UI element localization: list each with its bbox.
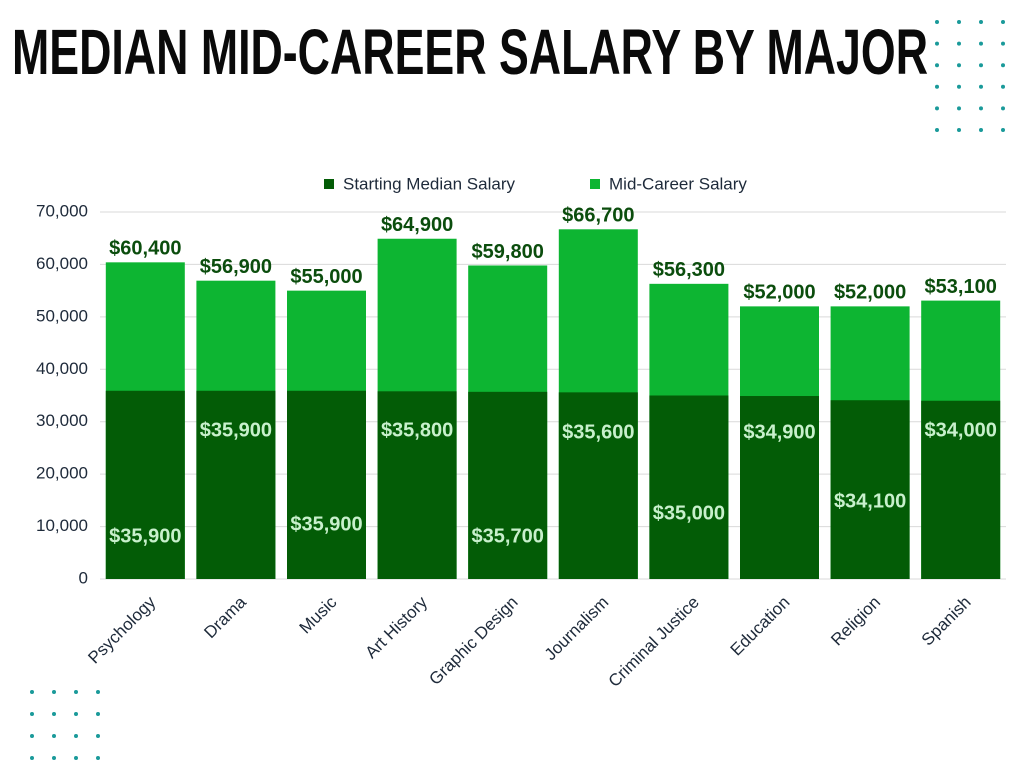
bar [649, 395, 729, 579]
bar [921, 400, 1001, 579]
value-label: $56,900 [200, 256, 272, 278]
value-label: $35,900 [200, 419, 272, 441]
value-label: $52,000 [743, 282, 815, 304]
value-label: $35,800 [381, 419, 453, 441]
legend-swatch [324, 179, 334, 189]
value-label: $35,000 [653, 502, 725, 524]
dot [1001, 128, 1005, 132]
dot [52, 712, 56, 716]
value-label: $60,400 [109, 238, 181, 260]
bar [740, 396, 819, 579]
x-tick-label: Drama [200, 592, 250, 642]
dot [1001, 63, 1005, 68]
value-label: $53,100 [925, 276, 997, 298]
value-label: $59,800 [472, 241, 544, 263]
dot [935, 106, 939, 111]
bar [105, 390, 185, 579]
dot [957, 84, 961, 89]
dot [1001, 20, 1005, 24]
dot [30, 690, 34, 694]
dot [96, 712, 100, 716]
dot [957, 41, 961, 46]
y-tick-label: 10,000 [36, 516, 88, 535]
value-label: $55,000 [290, 266, 362, 288]
legend-label: Starting Median Salary [343, 174, 515, 193]
dot [957, 20, 961, 24]
value-label: $35,700 [472, 525, 544, 547]
dot [30, 734, 34, 738]
value-label: $34,000 [925, 419, 997, 441]
dot [935, 84, 939, 89]
y-tick-label: 70,000 [36, 201, 88, 220]
dot [52, 734, 56, 738]
x-tick-label: Education [727, 593, 794, 660]
dot [74, 690, 78, 694]
dot [979, 106, 983, 111]
y-tick-label: 40,000 [36, 359, 88, 378]
legend-label: Mid-Career Salary [609, 174, 747, 193]
bar [830, 400, 910, 579]
value-label: $34,100 [834, 490, 906, 512]
x-tick-label: Psychology [84, 592, 159, 667]
value-label: $35,900 [109, 525, 181, 547]
dot [52, 690, 56, 694]
dot [74, 712, 78, 716]
x-tick-label: Spanish [918, 593, 975, 650]
dot [957, 63, 961, 68]
dot [935, 20, 939, 24]
dot [957, 128, 961, 132]
x-tick-label: Religion [827, 593, 884, 650]
dot [74, 734, 78, 738]
x-tick-label: Graphic Design [425, 593, 521, 689]
y-tick-label: 0 [79, 568, 88, 587]
dot [96, 756, 100, 760]
dot [1001, 106, 1005, 111]
dot [1001, 41, 1005, 46]
decoration-dots [935, 20, 1005, 132]
dot [30, 712, 34, 716]
dot [96, 734, 100, 738]
dot [935, 63, 939, 68]
dot [935, 128, 939, 132]
decoration-dots [30, 690, 100, 760]
value-label: $35,900 [290, 513, 362, 535]
dot [96, 690, 100, 694]
value-label: $34,900 [743, 421, 815, 443]
legend-swatch [590, 179, 600, 189]
dot [979, 41, 983, 46]
dot [979, 20, 983, 24]
dot [979, 128, 983, 132]
y-tick-label: 20,000 [36, 464, 88, 483]
dot [957, 106, 961, 111]
dot [52, 756, 56, 760]
value-label: $64,900 [381, 214, 453, 236]
x-tick-label: Criminal Justice [605, 593, 703, 691]
y-tick-label: 30,000 [36, 411, 88, 430]
y-tick-label: 60,000 [36, 254, 88, 273]
chart-title: MEDIAN MID-CAREER SALARY BY MAJOR [12, 16, 928, 88]
dot [979, 84, 983, 89]
dot [979, 63, 983, 68]
bar [377, 391, 457, 579]
x-tick-label: Journalism [541, 593, 613, 665]
x-tick-label: Music [296, 592, 341, 637]
dot [30, 756, 34, 760]
value-label: $66,700 [562, 205, 634, 227]
dot [935, 41, 939, 46]
y-tick-label: 50,000 [36, 306, 88, 325]
bar [558, 392, 638, 579]
value-label: $52,000 [834, 282, 906, 304]
x-tick-label: Art History [362, 592, 432, 662]
bar [287, 390, 366, 579]
bar [468, 391, 548, 579]
bar [196, 390, 276, 579]
dot [1001, 84, 1005, 89]
value-label: $56,300 [653, 259, 725, 281]
value-label: $35,600 [562, 421, 634, 443]
dot [74, 756, 78, 760]
